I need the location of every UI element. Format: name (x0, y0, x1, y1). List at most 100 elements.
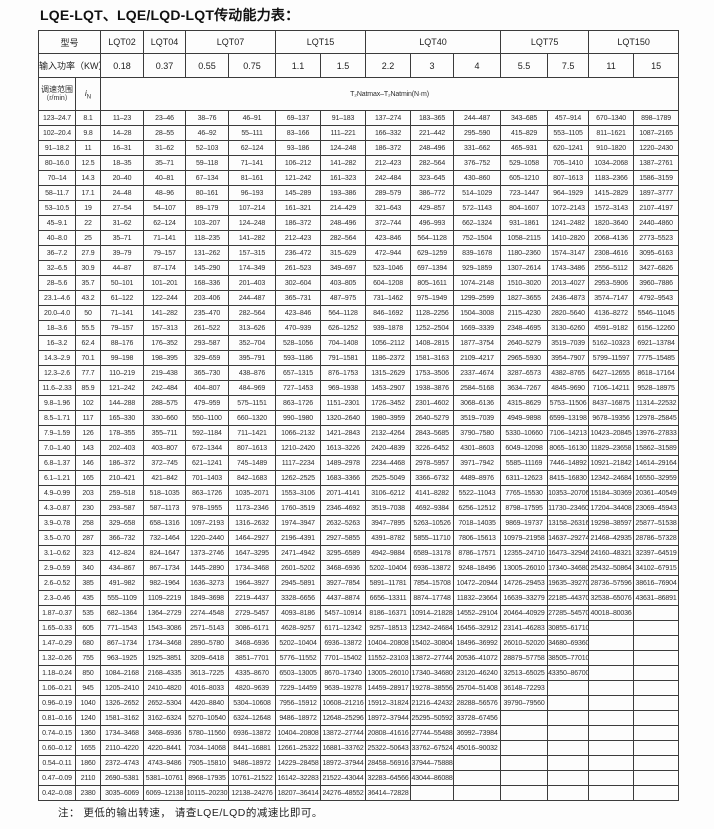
torque-cell: 71–141 (100, 305, 145, 321)
torque-cell: 43350–86700 (547, 665, 590, 681)
torque-cell: 1574–3147 (547, 245, 590, 261)
model-name-lqt07: LQT07 (185, 30, 277, 54)
speed-range-cell: 9.8–1.96 (38, 395, 76, 411)
torque-cell: 3790–7580 (453, 425, 502, 441)
torque-cell: 1581–3163 (410, 350, 455, 366)
torque-cell: 1109–2219 (143, 590, 187, 606)
torque-cell: 14459–28917 (365, 680, 412, 696)
torque-cell: 2584–5168 (453, 380, 502, 396)
torque-cell: 343–685 (500, 110, 549, 126)
torque-cell: 261–523 (275, 260, 322, 276)
torque-cell: 10914–21828 (410, 605, 455, 621)
torque-cell: 43631–86891 (633, 590, 680, 606)
torque-cell: 242–484 (365, 170, 412, 186)
torque-cell: 145–289 (275, 185, 322, 201)
torque-cell: 55–111 (228, 125, 277, 141)
table-row: 16–3.2 62.4 88–176 176–352 293–587 352–704 528… (38, 335, 680, 351)
torque-cell: 96–193 (228, 185, 277, 201)
torque-cell: 40–81 (143, 170, 187, 186)
torque-cell: 79–157 (100, 320, 145, 336)
torque-cell: 6599–13198 (547, 410, 590, 426)
torque-cell: 25877–51538 (633, 515, 680, 531)
torque-cell: 11–23 (100, 110, 145, 126)
torque-cell: 18972–37944 (320, 755, 367, 771)
torque-cell (547, 770, 590, 786)
torque-cell: 5753–11506 (547, 395, 590, 411)
torque-cell (500, 755, 549, 771)
speed-range-cell: 123–24.7 (38, 110, 76, 126)
torque-cell: 23069–45943 (633, 500, 680, 516)
torque-cell: 1743–3486 (547, 260, 590, 276)
speed-range-cell: 8.5–1.71 (38, 410, 76, 426)
torque-cell: 10472–20944 (453, 575, 502, 591)
torque-cell: 32283–64566 (365, 770, 412, 786)
torque-cell (588, 620, 635, 636)
ratio-cell: 1240 (74, 710, 102, 726)
table-row: 6.8–1.37 146 186–372 372–745 621–1241 745–148… (38, 455, 680, 471)
torque-cell (633, 725, 680, 741)
torque-cell: 6589–13178 (410, 545, 455, 561)
ratio-cell: 2110 (74, 770, 102, 786)
footnote: 注： 更低的输出转速， 请查LQE/LQD的减速比即可。 (58, 807, 323, 819)
torque-cell: 7765–15530 (500, 485, 549, 501)
torque-cell: 1097–2193 (185, 515, 230, 531)
torque-cell: 1421–2843 (320, 425, 367, 441)
torque-cell: 8968–17935 (185, 770, 230, 786)
torque-cell: 705–1410 (547, 155, 590, 171)
torque-cell: 288–575 (143, 395, 187, 411)
torque-cell: 261–522 (185, 320, 230, 336)
torque-cell: 2068–4136 (588, 230, 635, 246)
torque-cell: 658–1316 (143, 515, 187, 531)
torque-cell: 1669–3339 (453, 320, 502, 336)
torque-cell: 7956–15912 (275, 695, 322, 711)
torque-cell: 25295–50592 (410, 710, 455, 726)
torque-cell: 67–134 (185, 170, 230, 186)
torque-cell: 4220–8441 (143, 740, 187, 756)
torque-cell: 496–993 (410, 215, 455, 231)
torque-cell: 2471–4942 (275, 545, 322, 561)
torque-cell: 198–395 (143, 350, 187, 366)
torque-cell: 54–107 (143, 200, 187, 216)
table-row: 0.81–0.16 1240 1581–3162 3162–6324 5270–1054… (38, 710, 680, 726)
torque-cell: 89–179 (185, 200, 230, 216)
torque-cell: 3086–6171 (228, 620, 277, 636)
torque-cell: 484–969 (228, 380, 277, 396)
torque-cell: 62–124 (143, 215, 187, 231)
ratio-cell: 9.8 (74, 125, 102, 141)
torque-cell: 1241–2482 (547, 215, 590, 231)
page-title: LQE-LQT、LQE/LQD-LQT传动能力表： (40, 7, 300, 23)
torque-cell: 982–1964 (143, 575, 187, 591)
torque-cell (633, 755, 680, 771)
table-row: 14.3–2.9 70.1 99–198 198–395 329–659 395–791 5… (38, 350, 680, 366)
torque-cell: 2601–5202 (275, 560, 322, 576)
table-row: 18–3.6 55.5 79–157 157–313 261–522 313–626 470… (38, 320, 680, 336)
torque-cell: 193–386 (320, 185, 367, 201)
ratio-cell: 12.5 (74, 155, 102, 171)
torque-cell: 2115–4230 (500, 305, 549, 321)
torque-cell: 35–71 (143, 155, 187, 171)
table-row: 6.1–1.21 165 210–421 421–842 701–1403 842–168… (38, 470, 680, 486)
torque-cell: 682–1364 (100, 605, 145, 621)
torque-cell: 3366–6732 (410, 470, 455, 486)
torque-cell: 963–1925 (100, 650, 145, 666)
torque-cell: 221–442 (410, 125, 455, 141)
torque-cell: 723–1447 (500, 185, 549, 201)
torque-cell: 807–1613 (547, 170, 590, 186)
torque-cell: 4845–9690 (547, 380, 590, 396)
torque-cell: 423–846 (365, 230, 412, 246)
torque-cell: 174–349 (228, 260, 277, 276)
ratio-cell: 27.9 (74, 245, 102, 261)
torque-cell (588, 740, 635, 756)
torque-cell: 1753–3506 (410, 365, 455, 381)
torque-cell: 106–212 (275, 155, 322, 171)
torque-cell: 16–31 (100, 140, 145, 156)
torque-cell: 28786–57328 (633, 530, 680, 546)
torque-cell: 791–1581 (320, 350, 367, 366)
torque-cell: 704–1408 (320, 335, 367, 351)
ratio-cell: 2380 (74, 785, 102, 801)
table-row: 91–18.2 11 16–31 31–62 52–103 62–124 93–186 124… (38, 140, 680, 156)
torque-cell: 604–1208 (365, 275, 412, 291)
ratio-cell: 22 (74, 215, 102, 231)
ratio-cell: 35.7 (74, 275, 102, 291)
ratio-cell: 850 (74, 665, 102, 681)
